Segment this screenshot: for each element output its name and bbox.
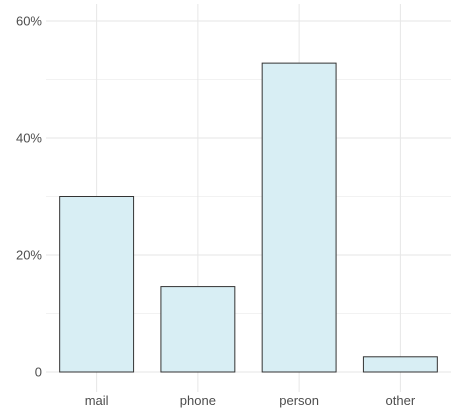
x-tick-label-phone: phone	[180, 393, 216, 408]
bar-mail	[59, 196, 135, 373]
y-tick-label: 60%	[16, 14, 42, 29]
y-tick-label: 20%	[16, 248, 42, 263]
y-tick-label: 0	[35, 365, 42, 380]
bars	[59, 62, 438, 373]
x-tick-label-person: person	[279, 393, 319, 408]
x-axis-tick-labels: mail phone person other	[85, 393, 416, 408]
y-tick-label: 40%	[16, 131, 42, 146]
bar-other	[362, 356, 438, 373]
x-tick-label-other: other	[386, 393, 416, 408]
x-tick-label-mail: mail	[85, 393, 109, 408]
bar-phone	[160, 286, 236, 373]
y-axis-tick-labels: 0 20% 40% 60%	[16, 14, 42, 380]
bar-person	[261, 62, 337, 373]
